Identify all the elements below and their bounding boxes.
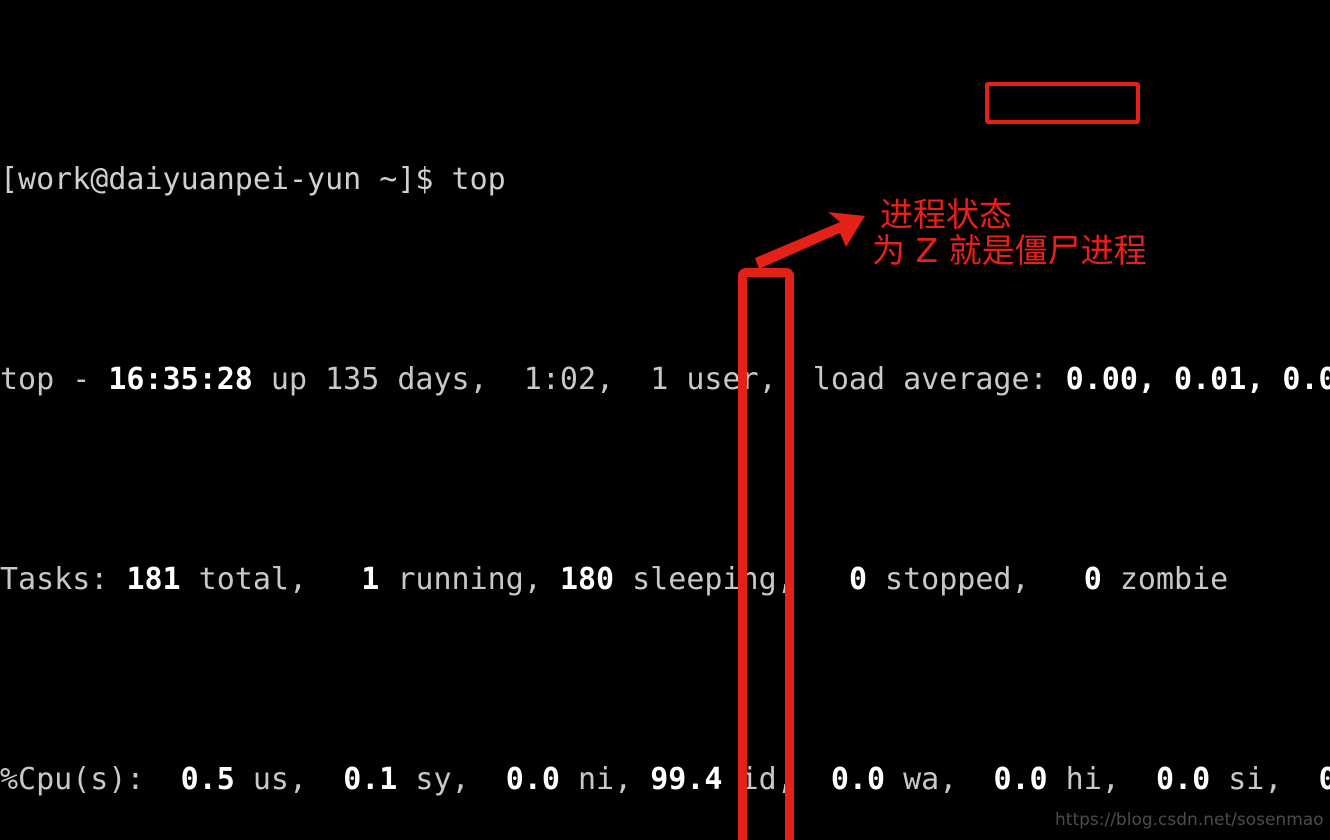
load-average-label: load average: bbox=[776, 362, 1066, 397]
load-average-values: 0.00, 0.01, 0.05 bbox=[1065, 362, 1330, 397]
tasks-zombie-label: zombie bbox=[1101, 562, 1229, 597]
uptime-up-label: up bbox=[252, 362, 326, 397]
cpu-wa-pad bbox=[795, 762, 831, 797]
cpu-st-pad bbox=[1282, 762, 1318, 797]
tasks-running-label: running, bbox=[379, 562, 542, 597]
tasks-zombie-pad bbox=[1030, 562, 1084, 597]
cpu-si-label: si, bbox=[1210, 762, 1283, 797]
cpu-ni-label: ni, bbox=[559, 762, 633, 797]
uptime-users: 1 user, bbox=[614, 362, 777, 397]
cpu-wa-label: wa, bbox=[885, 762, 958, 797]
cpu-ni: 0.0 bbox=[505, 762, 560, 797]
cpu-line: %Cpu(s): 0.5 us, 0.1 sy, 0.0 ni, 99.4 id… bbox=[0, 760, 1330, 800]
watermark-text: https://blog.csdn.net/sosenmao bbox=[1055, 810, 1324, 830]
tasks-running: 1 bbox=[361, 562, 380, 597]
uptime-time: 16:35:28 bbox=[108, 362, 253, 397]
tasks-stopped-label: stopped, bbox=[867, 562, 1030, 597]
cpu-label: %Cpu(s): bbox=[0, 762, 145, 797]
cpu-id: 99.4 bbox=[650, 762, 723, 797]
cpu-us-label: us, bbox=[234, 762, 308, 797]
cpu-si-pad bbox=[1120, 762, 1156, 797]
cpu-ni-pad bbox=[470, 762, 506, 797]
cpu-sy-label: sy, bbox=[397, 762, 470, 797]
tasks-label: Tasks: bbox=[0, 562, 109, 597]
cpu-hi: 0.0 bbox=[993, 762, 1048, 797]
tasks-sleeping: 180 bbox=[559, 562, 615, 597]
shell-prompt-line: [work@daiyuanpei-yun ~]$ top bbox=[0, 162, 506, 197]
tasks-total-label: total, bbox=[180, 562, 308, 597]
tasks-running-pad bbox=[307, 562, 361, 597]
cpu-id-pad bbox=[632, 762, 650, 797]
cpu-si: 0.0 bbox=[1156, 762, 1211, 797]
cpu-hi-label: hi, bbox=[1047, 762, 1120, 797]
cpu-st: 0.0 bbox=[1318, 762, 1330, 797]
cpu-id-label: id, bbox=[722, 762, 795, 797]
cpu-wa: 0.0 bbox=[830, 762, 886, 797]
top-uptime-line: top - 16:35:28 up 135 days, 1:02, 1 user… bbox=[0, 360, 1330, 400]
tasks-stopped-pad bbox=[795, 562, 849, 597]
uptime-prefix: top - bbox=[0, 362, 109, 397]
cpu-sy: 0.1 bbox=[343, 762, 398, 797]
tasks-line: Tasks: 181 total, 1 running, 180 sleepin… bbox=[0, 560, 1330, 600]
cpu-us-pad bbox=[145, 762, 181, 797]
tasks-sleeping-pad bbox=[542, 562, 560, 597]
uptime-value: 135 days, 1:02, bbox=[325, 362, 615, 397]
cpu-sy-pad bbox=[307, 762, 343, 797]
cpu-us: 0.5 bbox=[180, 762, 235, 797]
tasks-stopped: 0 bbox=[848, 562, 867, 597]
cpu-hi-pad bbox=[957, 762, 993, 797]
tasks-total: 181 bbox=[126, 562, 181, 597]
tasks-total-value bbox=[108, 562, 126, 597]
tasks-sleeping-label: sleeping, bbox=[614, 562, 795, 597]
tasks-zombie-count: 0 bbox=[1083, 562, 1102, 597]
